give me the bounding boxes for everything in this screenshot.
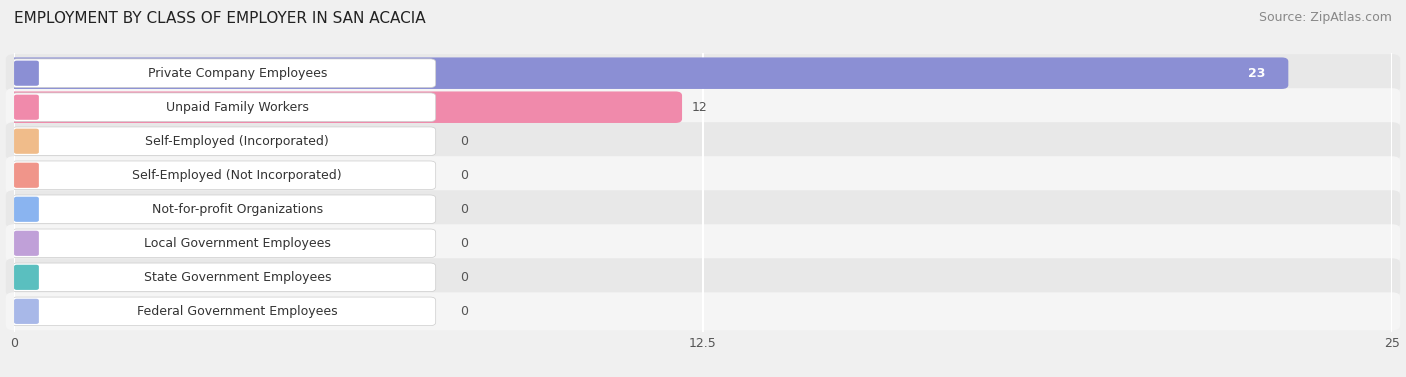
Text: 0: 0 <box>461 203 468 216</box>
Text: Self-Employed (Incorporated): Self-Employed (Incorporated) <box>145 135 329 148</box>
FancyBboxPatch shape <box>6 258 1400 296</box>
FancyBboxPatch shape <box>6 156 1400 194</box>
FancyBboxPatch shape <box>14 163 39 188</box>
FancyBboxPatch shape <box>14 129 39 154</box>
Text: Federal Government Employees: Federal Government Employees <box>136 305 337 318</box>
FancyBboxPatch shape <box>6 88 1400 126</box>
Text: State Government Employees: State Government Employees <box>143 271 330 284</box>
Text: Unpaid Family Workers: Unpaid Family Workers <box>166 101 309 114</box>
FancyBboxPatch shape <box>11 297 436 326</box>
FancyBboxPatch shape <box>7 92 682 123</box>
FancyBboxPatch shape <box>6 224 1400 262</box>
Text: 23: 23 <box>1247 67 1265 80</box>
Text: Source: ZipAtlas.com: Source: ZipAtlas.com <box>1258 11 1392 24</box>
Text: 0: 0 <box>461 169 468 182</box>
FancyBboxPatch shape <box>11 195 436 224</box>
Text: 0: 0 <box>461 305 468 318</box>
Text: 0: 0 <box>461 237 468 250</box>
Text: 12: 12 <box>692 101 707 114</box>
FancyBboxPatch shape <box>11 263 436 291</box>
Text: 0: 0 <box>461 135 468 148</box>
FancyBboxPatch shape <box>14 299 39 324</box>
FancyBboxPatch shape <box>6 54 1400 92</box>
FancyBboxPatch shape <box>6 292 1400 330</box>
FancyBboxPatch shape <box>14 265 39 290</box>
FancyBboxPatch shape <box>11 161 436 190</box>
Text: 0: 0 <box>461 271 468 284</box>
FancyBboxPatch shape <box>7 57 1288 89</box>
Text: EMPLOYMENT BY CLASS OF EMPLOYER IN SAN ACACIA: EMPLOYMENT BY CLASS OF EMPLOYER IN SAN A… <box>14 11 426 26</box>
FancyBboxPatch shape <box>6 190 1400 228</box>
FancyBboxPatch shape <box>6 122 1400 160</box>
FancyBboxPatch shape <box>11 127 436 156</box>
Text: Private Company Employees: Private Company Employees <box>148 67 328 80</box>
Text: Self-Employed (Not Incorporated): Self-Employed (Not Incorporated) <box>132 169 342 182</box>
FancyBboxPatch shape <box>14 61 39 86</box>
FancyBboxPatch shape <box>14 197 39 222</box>
Text: Not-for-profit Organizations: Not-for-profit Organizations <box>152 203 323 216</box>
FancyBboxPatch shape <box>11 229 436 257</box>
FancyBboxPatch shape <box>14 95 39 120</box>
FancyBboxPatch shape <box>11 93 436 121</box>
Text: Local Government Employees: Local Government Employees <box>143 237 330 250</box>
FancyBboxPatch shape <box>11 59 436 87</box>
FancyBboxPatch shape <box>14 231 39 256</box>
